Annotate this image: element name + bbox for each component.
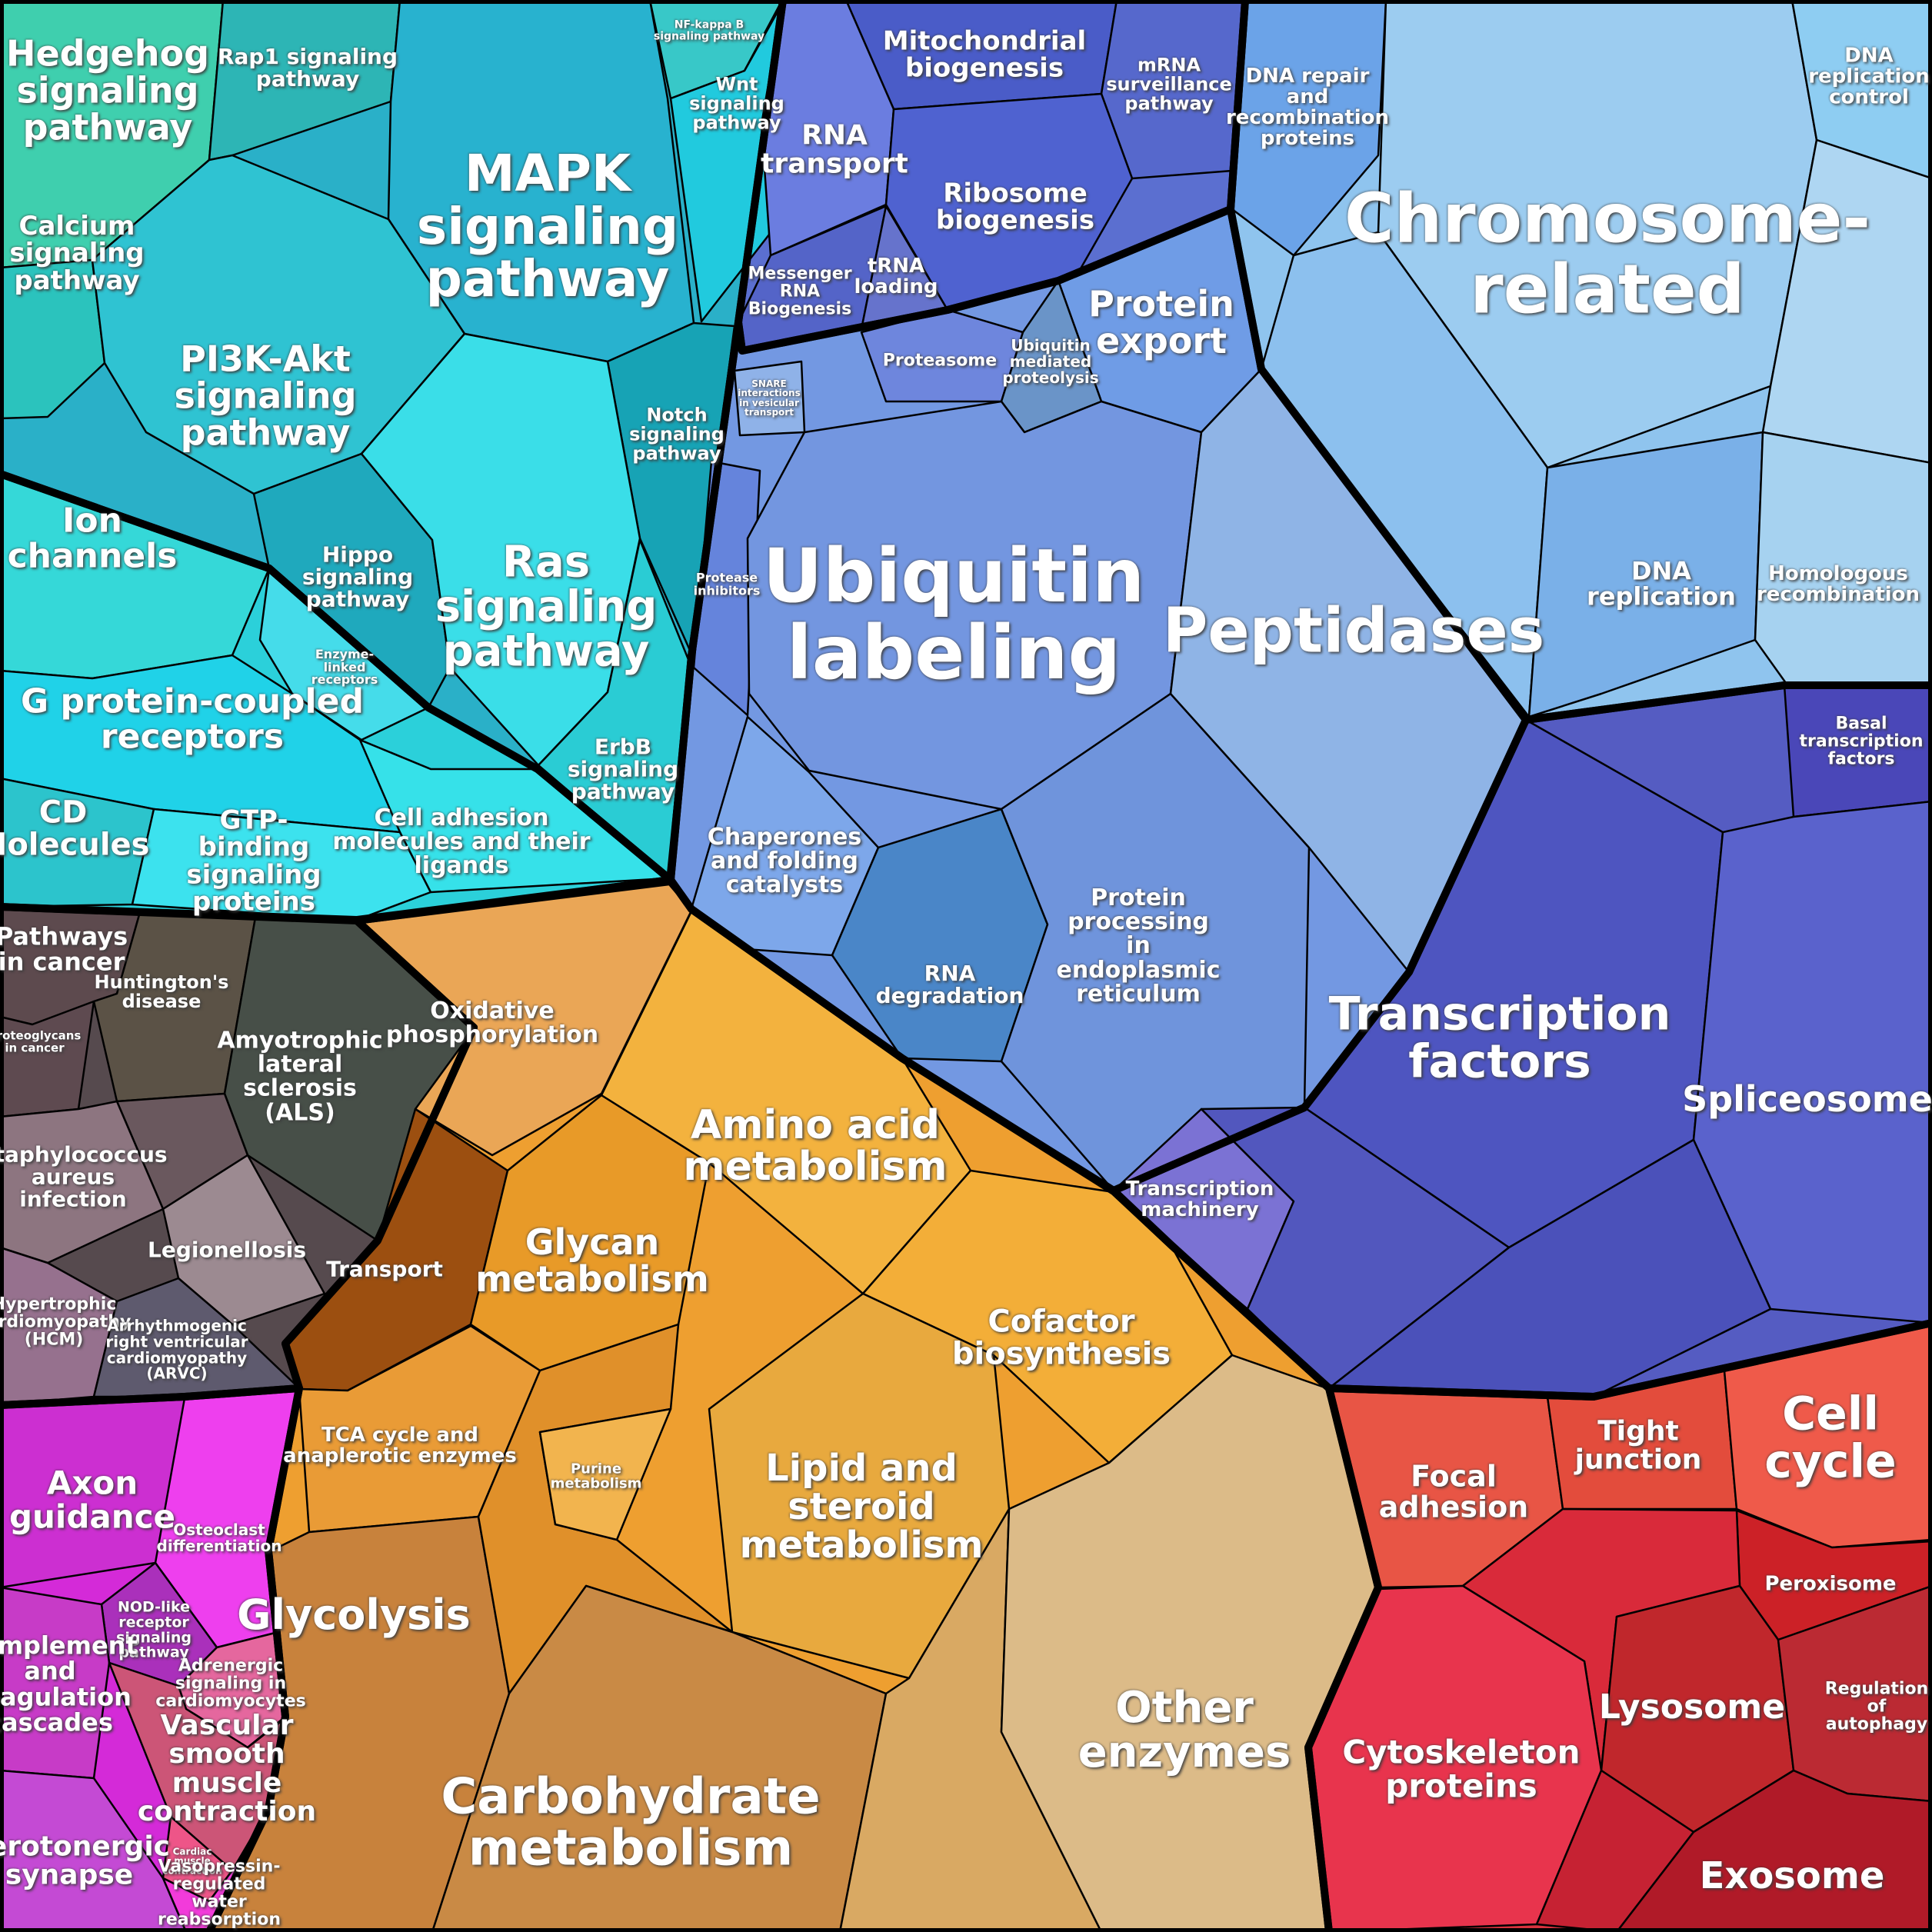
region-border-cellular-processes xyxy=(1304,1319,1932,1932)
cell-purine-metabolism[interactable] xyxy=(538,1407,672,1541)
cell-purple-filler-2[interactable] xyxy=(1327,1138,1772,1398)
cell-dna-replication[interactable] xyxy=(1527,431,1764,718)
cell-basal-transcription-factors[interactable] xyxy=(1783,684,1932,818)
region-border-organismal-systems xyxy=(0,1384,303,1932)
cell-legionellosis[interactable] xyxy=(162,1154,326,1326)
cell-proteasome[interactable] xyxy=(860,308,1024,403)
cell-exosome[interactable] xyxy=(1615,1769,1932,1932)
cell-calcium[interactable] xyxy=(0,258,106,420)
cell-complement[interactable] xyxy=(0,1586,111,1780)
cell-dna-replication-control[interactable] xyxy=(1790,0,1932,180)
cell-carbohydrate-metabolism[interactable] xyxy=(431,1584,888,1932)
cell-gtp-binding[interactable] xyxy=(131,808,432,921)
cell-red-filler-2[interactable] xyxy=(1535,1769,1695,1932)
cell-rap1[interactable] xyxy=(208,0,401,162)
cell-homologous-recombination[interactable] xyxy=(1754,431,1932,685)
cell-snare-interactions[interactable] xyxy=(733,360,806,437)
cell-proteoglycans-cancer[interactable] xyxy=(0,1000,95,1118)
cell-mrna-surveillance[interactable] xyxy=(1100,0,1247,180)
region-border-metabolism xyxy=(205,876,1382,1932)
